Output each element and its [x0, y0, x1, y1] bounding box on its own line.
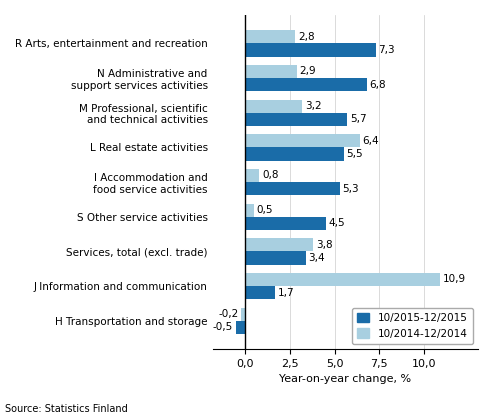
- X-axis label: Year-on-year change, %: Year-on-year change, %: [279, 374, 411, 384]
- Bar: [245, 273, 440, 286]
- Bar: [245, 251, 306, 265]
- Bar: [245, 99, 302, 113]
- Bar: [245, 217, 325, 230]
- Text: 6,4: 6,4: [362, 136, 379, 146]
- Text: -0,5: -0,5: [213, 322, 233, 332]
- Bar: [245, 169, 259, 182]
- Text: 5,3: 5,3: [343, 183, 359, 193]
- Text: 6,8: 6,8: [370, 79, 386, 89]
- Bar: [245, 203, 254, 217]
- Text: 3,8: 3,8: [316, 240, 332, 250]
- Bar: [245, 65, 297, 78]
- Text: 5,5: 5,5: [346, 149, 363, 159]
- Text: 2,8: 2,8: [298, 32, 315, 42]
- Bar: [245, 113, 347, 126]
- Text: -0,2: -0,2: [218, 309, 239, 319]
- Text: 10,9: 10,9: [443, 275, 466, 285]
- Bar: [245, 30, 295, 43]
- Text: 7,3: 7,3: [379, 45, 395, 55]
- Text: 5,7: 5,7: [350, 114, 366, 124]
- Text: 3,4: 3,4: [309, 253, 325, 263]
- Bar: [241, 307, 245, 321]
- Bar: [245, 78, 367, 91]
- Bar: [245, 134, 360, 147]
- Text: 0,5: 0,5: [256, 205, 273, 215]
- Bar: [245, 147, 344, 161]
- Text: 3,2: 3,2: [305, 101, 321, 111]
- Bar: [245, 182, 340, 195]
- Text: Source: Statistics Finland: Source: Statistics Finland: [5, 404, 128, 414]
- Text: 2,9: 2,9: [300, 67, 316, 77]
- Text: 4,5: 4,5: [328, 218, 345, 228]
- Bar: [236, 321, 245, 334]
- Text: 1,7: 1,7: [278, 287, 295, 297]
- Bar: [245, 43, 376, 57]
- Text: 0,8: 0,8: [262, 171, 279, 181]
- Legend: 10/2015-12/2015, 10/2014-12/2014: 10/2015-12/2015, 10/2014-12/2014: [352, 308, 473, 344]
- Bar: [245, 238, 313, 251]
- Bar: [245, 286, 276, 299]
